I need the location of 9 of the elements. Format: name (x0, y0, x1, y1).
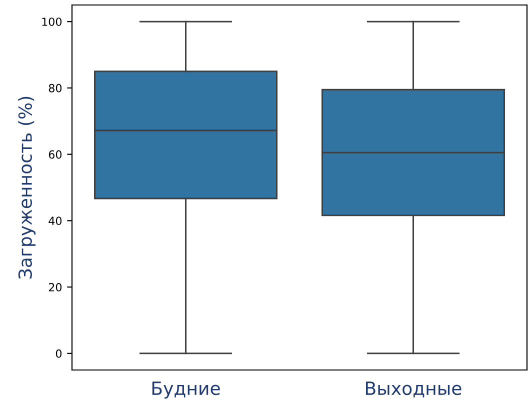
y-tick-label: 80 (48, 84, 62, 92)
y-tick-label: 0 (56, 349, 62, 358)
x-tick-label: Будние (152, 382, 220, 399)
y-tick-label: 100 (42, 18, 62, 26)
x-tick-label: Выходные (366, 382, 462, 398)
y-tick-label: 60 (48, 150, 62, 159)
y-tick-label: 40 (48, 216, 62, 226)
y-tick-label: 20 (48, 283, 62, 292)
y-axis-title: Загруженность (%) (18, 96, 36, 278)
